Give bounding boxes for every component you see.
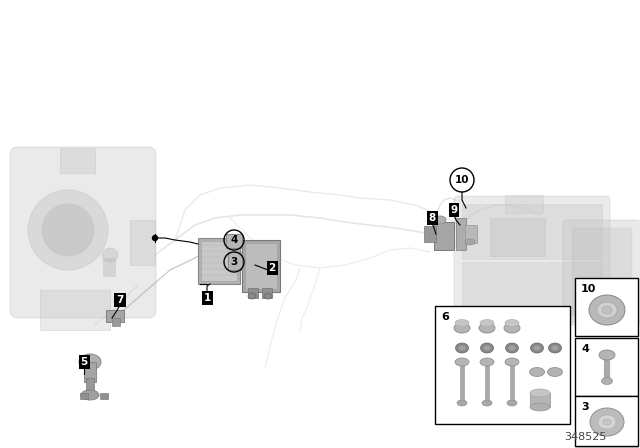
Ellipse shape	[547, 367, 563, 376]
Bar	[424, 226, 436, 242]
Ellipse shape	[599, 350, 615, 360]
Text: 3: 3	[230, 257, 237, 267]
Ellipse shape	[456, 343, 468, 353]
Bar	[112, 318, 120, 326]
Bar	[248, 288, 258, 298]
Text: 3: 3	[581, 402, 589, 412]
Text: 5: 5	[81, 357, 88, 367]
Bar	[434, 222, 454, 250]
Bar	[242, 240, 280, 292]
Ellipse shape	[434, 216, 446, 224]
Circle shape	[152, 236, 157, 241]
Ellipse shape	[505, 358, 519, 366]
Bar	[40, 290, 110, 330]
FancyBboxPatch shape	[563, 220, 640, 325]
Bar	[60, 148, 95, 173]
Bar	[262, 288, 272, 298]
Ellipse shape	[589, 295, 625, 325]
Ellipse shape	[81, 390, 99, 400]
Bar	[86, 378, 94, 396]
Bar	[130, 220, 155, 265]
Ellipse shape	[455, 358, 469, 366]
Text: 4: 4	[581, 344, 589, 354]
Ellipse shape	[603, 419, 611, 425]
Bar	[490, 218, 545, 256]
Ellipse shape	[505, 319, 519, 327]
Bar	[80, 393, 88, 399]
Ellipse shape	[455, 319, 469, 327]
FancyBboxPatch shape	[454, 196, 610, 322]
Ellipse shape	[602, 306, 612, 314]
Bar	[103, 258, 115, 276]
Text: 9: 9	[451, 205, 458, 215]
Text: 8: 8	[428, 213, 436, 223]
Bar	[106, 310, 124, 322]
Ellipse shape	[531, 343, 543, 353]
Ellipse shape	[530, 389, 550, 397]
Ellipse shape	[248, 293, 256, 299]
Text: 348525: 348525	[564, 432, 606, 442]
Bar	[575, 278, 638, 336]
Ellipse shape	[551, 345, 559, 351]
Bar	[572, 228, 632, 316]
Text: 7: 7	[116, 295, 124, 305]
Ellipse shape	[479, 323, 495, 333]
Text: 10: 10	[455, 175, 469, 185]
Ellipse shape	[506, 343, 518, 353]
Ellipse shape	[602, 378, 612, 384]
Ellipse shape	[483, 345, 491, 351]
Bar	[226, 234, 242, 248]
Bar	[84, 362, 96, 382]
Ellipse shape	[481, 343, 493, 353]
Ellipse shape	[42, 204, 94, 256]
Bar	[465, 225, 477, 243]
Text: 2: 2	[268, 263, 276, 273]
Bar	[228, 252, 242, 270]
Text: 4: 4	[230, 235, 237, 245]
Ellipse shape	[530, 403, 550, 411]
Ellipse shape	[590, 408, 624, 436]
Text: 6: 6	[441, 312, 449, 322]
Text: 1: 1	[204, 293, 211, 303]
Bar	[462, 204, 602, 259]
Ellipse shape	[102, 248, 118, 262]
Ellipse shape	[465, 239, 475, 245]
Ellipse shape	[504, 323, 520, 333]
Bar	[575, 338, 638, 396]
Ellipse shape	[482, 400, 492, 406]
Bar	[100, 393, 108, 399]
Ellipse shape	[264, 293, 272, 299]
Bar	[198, 238, 240, 284]
Ellipse shape	[598, 415, 616, 429]
Bar	[201, 241, 237, 281]
Ellipse shape	[28, 190, 108, 270]
Bar	[505, 195, 543, 213]
Ellipse shape	[480, 358, 494, 366]
Ellipse shape	[533, 345, 541, 351]
Bar	[462, 262, 602, 314]
Ellipse shape	[454, 323, 470, 333]
Ellipse shape	[507, 400, 517, 406]
Ellipse shape	[457, 400, 467, 406]
Bar	[456, 218, 466, 250]
Ellipse shape	[548, 343, 561, 353]
Ellipse shape	[529, 367, 545, 376]
Ellipse shape	[597, 302, 617, 318]
Ellipse shape	[508, 345, 516, 351]
Ellipse shape	[480, 319, 494, 327]
Ellipse shape	[458, 345, 466, 351]
Text: 10: 10	[581, 284, 596, 294]
Bar	[530, 393, 550, 407]
FancyBboxPatch shape	[10, 147, 156, 318]
Bar	[575, 396, 638, 446]
Bar	[435, 306, 570, 424]
Bar	[245, 243, 277, 289]
Ellipse shape	[79, 354, 101, 370]
